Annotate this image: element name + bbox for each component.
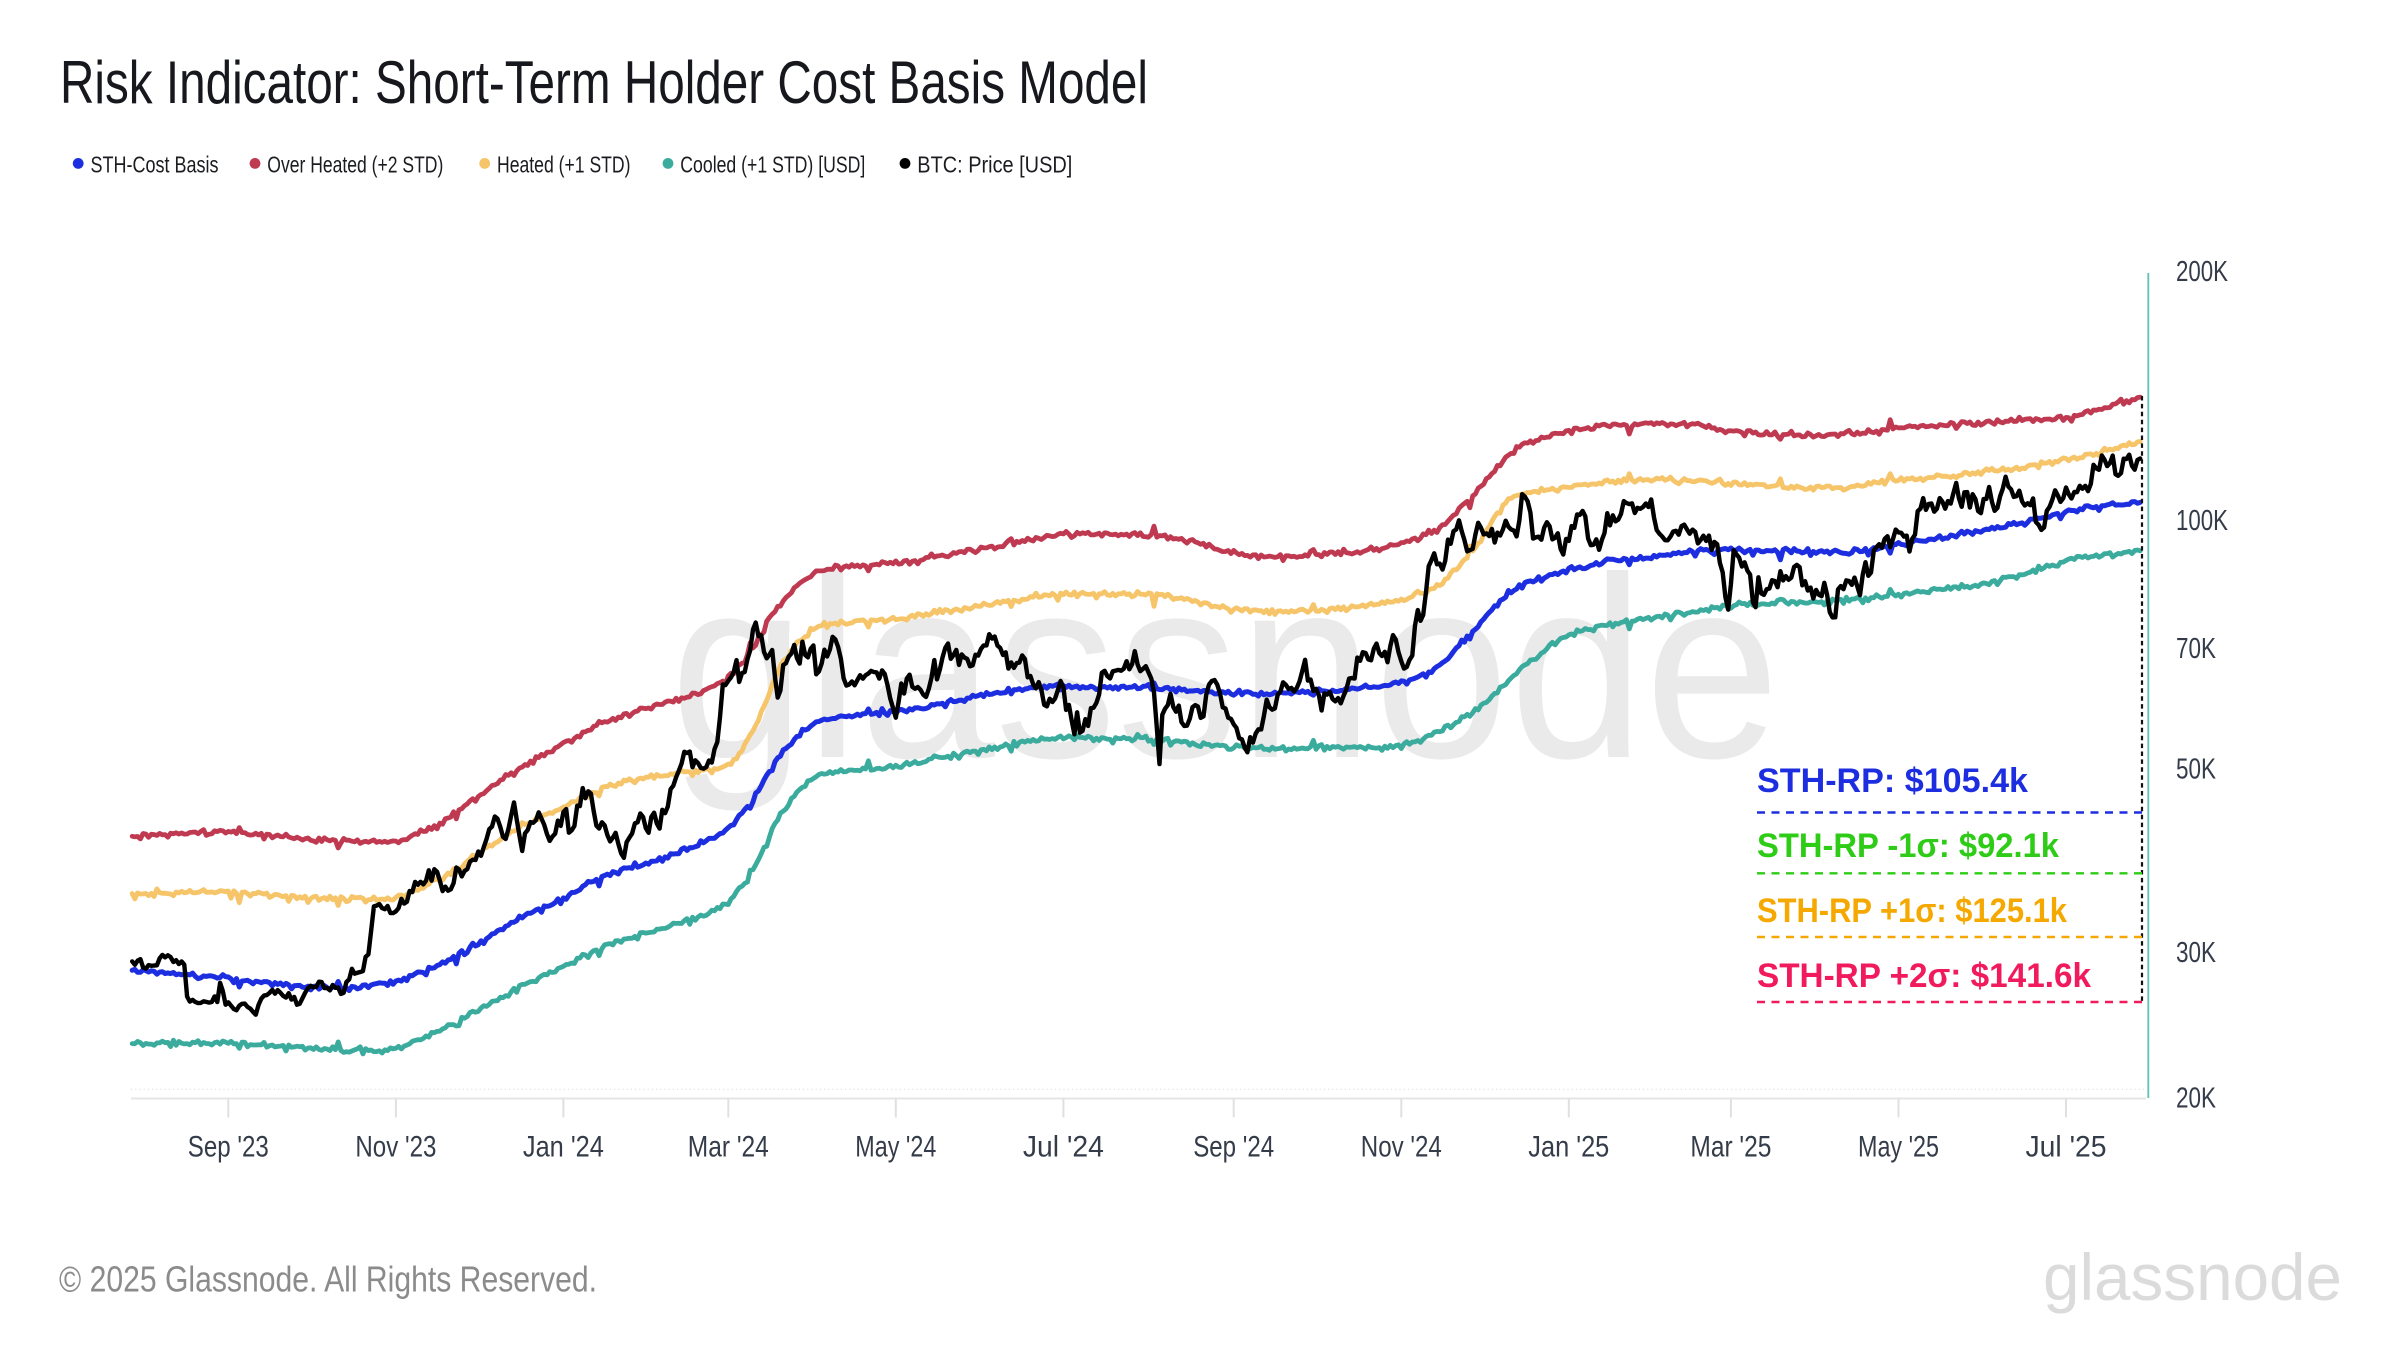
svg-text:Sep '24: Sep '24 — [1193, 1131, 1274, 1164]
svg-text:Over Heated (+2 STD): Over Heated (+2 STD) — [267, 152, 443, 178]
svg-text:Jul '24: Jul '24 — [1023, 1131, 1104, 1164]
svg-text:© 2025 Glassnode. All Rights R: © 2025 Glassnode. All Rights Reserved. — [59, 1259, 597, 1300]
svg-text:BTC: Price [USD]: BTC: Price [USD] — [917, 152, 1072, 178]
svg-text:STH-RP +2σ: $141.6k: STH-RP +2σ: $141.6k — [1757, 957, 2091, 995]
svg-text:STH-Cost Basis: STH-Cost Basis — [91, 152, 219, 178]
svg-text:50K: 50K — [2176, 754, 2216, 786]
svg-text:Sep '23: Sep '23 — [188, 1131, 269, 1164]
svg-text:Nov '24: Nov '24 — [1361, 1131, 1442, 1164]
svg-text:May '25: May '25 — [1858, 1131, 1939, 1164]
svg-text:Jan '25: Jan '25 — [1528, 1131, 1609, 1164]
svg-text:Jan '24: Jan '24 — [523, 1131, 604, 1164]
svg-text:glassnode: glassnode — [670, 523, 1780, 813]
svg-text:70K: 70K — [2176, 633, 2216, 665]
svg-text:May '24: May '24 — [855, 1131, 936, 1164]
svg-text:200K: 200K — [2176, 256, 2228, 288]
svg-text:STH-RP: $105.4k: STH-RP: $105.4k — [1757, 762, 2028, 800]
svg-text:STH-RP -1σ: $92.1k: STH-RP -1σ: $92.1k — [1757, 827, 2059, 865]
svg-text:Cooled (+1 STD) [USD]: Cooled (+1 STD) [USD] — [680, 152, 865, 178]
svg-text:Jul '25: Jul '25 — [2026, 1131, 2107, 1164]
svg-text:glassnode: glassnode — [2043, 1240, 2342, 1314]
svg-text:20K: 20K — [2176, 1082, 2216, 1114]
svg-text:Mar '25: Mar '25 — [1690, 1131, 1771, 1164]
svg-text:Nov '23: Nov '23 — [355, 1131, 436, 1164]
svg-text:Risk Indicator: Short-Term Hol: Risk Indicator: Short-Term Holder Cost B… — [60, 49, 1148, 116]
svg-text:STH-RP +1σ: $125.1k: STH-RP +1σ: $125.1k — [1757, 892, 2067, 930]
svg-text:100K: 100K — [2176, 505, 2228, 537]
svg-text:Mar '24: Mar '24 — [688, 1131, 769, 1164]
svg-text:Heated (+1 STD): Heated (+1 STD) — [497, 152, 631, 178]
svg-text:30K: 30K — [2176, 937, 2216, 969]
